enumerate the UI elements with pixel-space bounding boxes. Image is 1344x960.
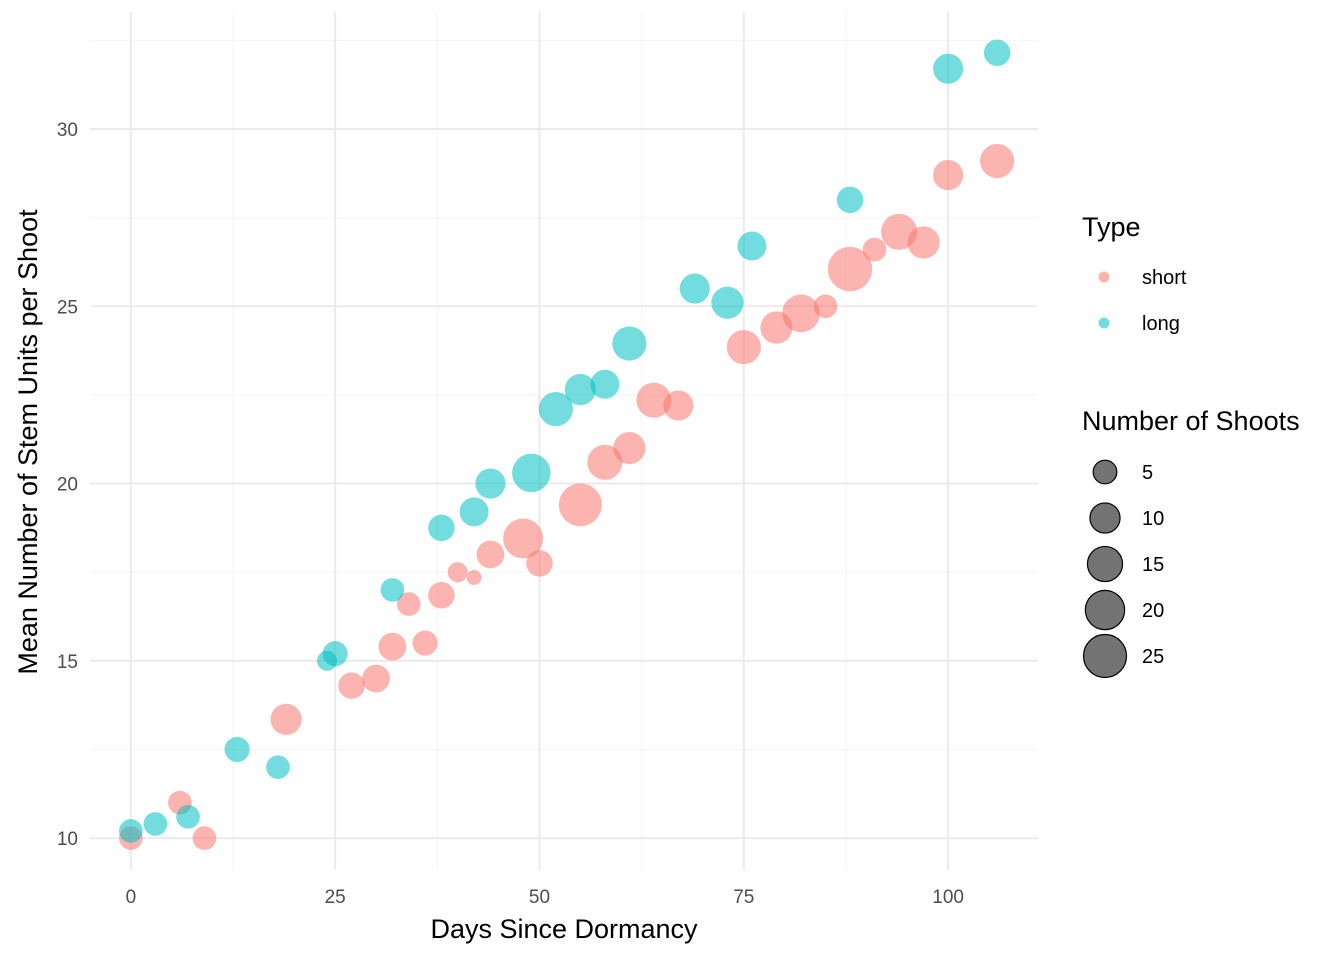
x-tick-label: 25 [325,887,346,908]
y-tick-label: 15 [57,652,78,673]
data-point-long [428,514,455,542]
y-axis-title: Mean Number of Stem Units per Shoot [13,209,43,675]
data-point-long [459,497,489,527]
data-point-short [587,444,623,480]
x-tick-label: 0 [126,887,137,908]
data-point-short [726,329,761,365]
x-tick-label: 100 [932,887,964,908]
data-point-short [980,143,1015,179]
data-point-short [760,311,793,344]
color-legend: Type short long [1082,212,1187,335]
legend-label-long: long [1142,313,1180,335]
size-legend-key [1092,459,1118,485]
data-point-short [362,664,390,693]
data-point-long [836,186,864,214]
data-point-long [224,736,250,763]
data-point-long [538,391,573,427]
data-point-long [711,286,744,319]
data-point-short [907,226,940,259]
legend-key-short [1098,271,1110,283]
major-gridlines [90,12,1038,870]
data-point-long [564,373,596,406]
size-legend-label: 15 [1142,554,1164,576]
data-point-short [526,550,553,577]
data-point-short [396,592,421,616]
data-point-long [380,578,405,602]
data-point-short [466,570,482,585]
x-tick-label: 50 [529,887,550,908]
size-legend-key [1086,545,1124,583]
data-point-long [737,231,767,261]
y-tick-label: 25 [57,297,78,318]
size-legend-label: 5 [1142,462,1153,484]
data-point-long [512,453,551,493]
data-point-long [983,39,1011,67]
size-legend-label: 20 [1142,600,1164,622]
y-tick-label: 20 [57,475,78,496]
y-axis-tick-labels: 10 15 20 25 30 [57,120,78,850]
data-point-long [266,755,290,780]
data-point-short [558,483,602,527]
size-legend: Number of Shoots 5 10 15 20 25 [1082,406,1300,679]
data-point-short [428,581,455,609]
data-point-long [176,804,200,829]
data-point-short [192,826,217,850]
data-point-short [412,630,438,656]
size-legend-key [1089,502,1121,534]
data-point-short [663,390,694,421]
data-point-long [612,326,647,361]
x-tick-label: 75 [733,887,754,908]
x-axis-tick-labels: 0 25 50 75 100 [126,887,964,908]
data-point-short [862,237,887,262]
data-point-short [476,540,505,569]
data-point-short [447,562,468,583]
size-legend-key [1084,589,1126,631]
data-point-short [827,246,873,292]
data-point-long [475,468,506,499]
size-legend-label: 10 [1142,508,1164,530]
data-points [119,39,1015,850]
data-point-short [270,703,302,735]
x-axis-title: Days Since Dormancy [430,914,698,944]
data-point-short [503,518,544,559]
data-point-long [933,53,964,84]
y-tick-label: 30 [57,120,78,141]
data-point-short [933,160,964,191]
size-legend-key [1082,633,1128,679]
legend-key-long [1098,317,1110,329]
size-legend-label: 25 [1142,646,1164,668]
data-point-long [679,273,710,304]
data-point-long [590,369,620,399]
data-point-short [378,632,407,661]
color-legend-title: Type [1082,212,1141,242]
data-point-short [338,672,365,699]
size-legend-items: 5 10 15 20 25 [1082,459,1164,679]
data-point-long [143,812,168,836]
legend-label-short: short [1142,267,1187,289]
data-point-long [316,650,338,671]
y-tick-label: 10 [57,829,78,850]
data-point-short [613,431,646,465]
color-legend-items: short long [1098,267,1187,335]
data-point-short [813,294,838,319]
data-point-short [636,382,672,418]
size-legend-title: Number of Shoots [1082,406,1300,436]
data-point-long [119,819,143,843]
